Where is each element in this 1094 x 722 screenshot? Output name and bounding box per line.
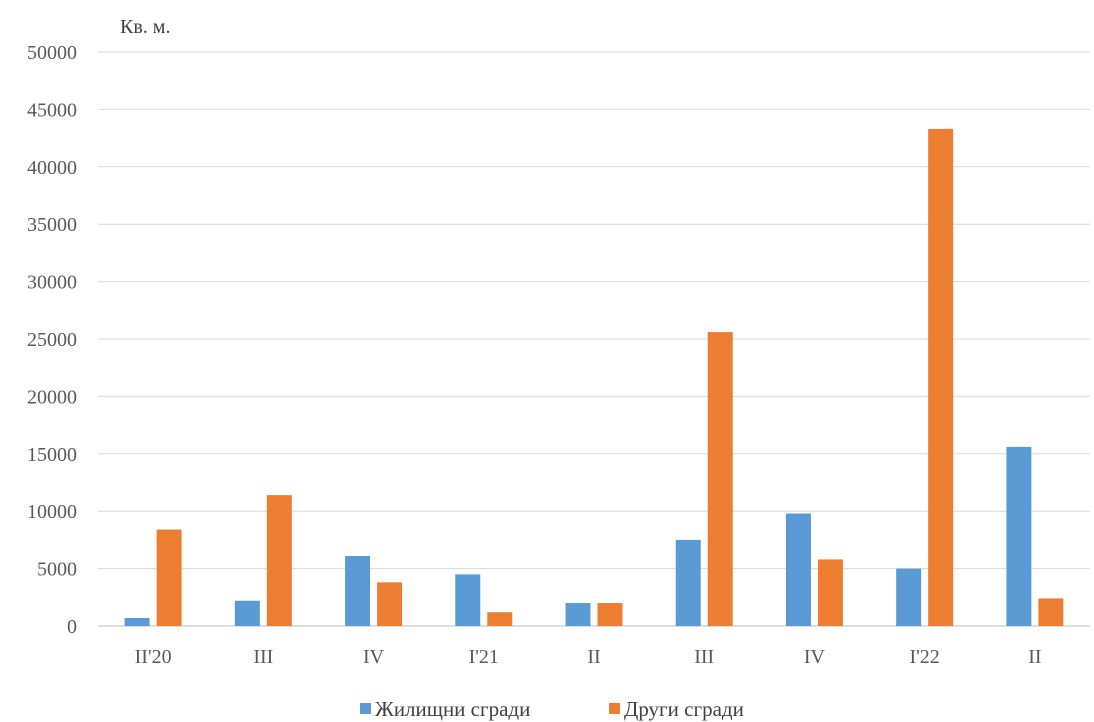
y-tick-label: 25000 (27, 329, 77, 351)
bar-other (156, 529, 182, 626)
x-tick-label: III (694, 646, 714, 668)
x-tick-label: I'21 (469, 646, 499, 668)
bar-residential (1006, 446, 1032, 626)
x-tick-label: II (1028, 646, 1041, 668)
bar-residential (345, 555, 371, 626)
bar-other (1038, 598, 1064, 626)
y-axis-tick-labels: 0 5000 10000 15000 20000 25000 30000 35000 40000… (27, 42, 77, 638)
bar-residential (785, 513, 811, 626)
y-tick-label: 45000 (27, 99, 77, 121)
bar-residential (896, 568, 922, 626)
gridlines (98, 51, 1090, 627)
y-tick-label: 5000 (37, 559, 77, 581)
bar-other (487, 612, 513, 626)
legend-label: Други сгради (624, 697, 744, 721)
x-tick-label: IV (804, 646, 826, 668)
y-tick-label: 30000 (27, 272, 77, 294)
legend-label: Жилищни сгради (375, 697, 530, 721)
y-tick-label: 40000 (27, 157, 77, 179)
legend-swatch (609, 703, 620, 714)
bar-other (266, 495, 292, 626)
bar-residential (565, 603, 591, 626)
y-tick-label: 0 (67, 616, 77, 638)
bar-residential (234, 600, 260, 626)
x-tick-label: II (587, 646, 600, 668)
x-tick-label: I'22 (910, 646, 940, 668)
bar-residential (675, 539, 701, 626)
x-tick-label: III (253, 646, 273, 668)
bars (124, 128, 1064, 626)
y-axis-unit-label: Кв. м. (120, 16, 170, 38)
bar-other (817, 559, 843, 626)
legend-swatch (360, 703, 371, 714)
bar-residential (455, 574, 481, 626)
y-tick-label: 50000 (27, 42, 77, 64)
y-tick-label: 35000 (27, 214, 77, 236)
bar-other (928, 128, 954, 626)
x-axis-tick-labels: II'20 III IV I'21 II III IV I'22 II (135, 646, 1042, 668)
x-tick-label: II'20 (135, 646, 172, 668)
y-tick-label: 10000 (27, 501, 77, 523)
y-tick-label: 15000 (27, 444, 77, 466)
bar-other (707, 332, 733, 626)
bar-other (377, 582, 403, 626)
legend: Жилищни сгради Други сгради (360, 697, 744, 721)
bar-residential (124, 617, 150, 626)
bar-other (597, 603, 623, 626)
x-tick-label: IV (363, 646, 385, 668)
y-tick-label: 20000 (27, 386, 77, 408)
